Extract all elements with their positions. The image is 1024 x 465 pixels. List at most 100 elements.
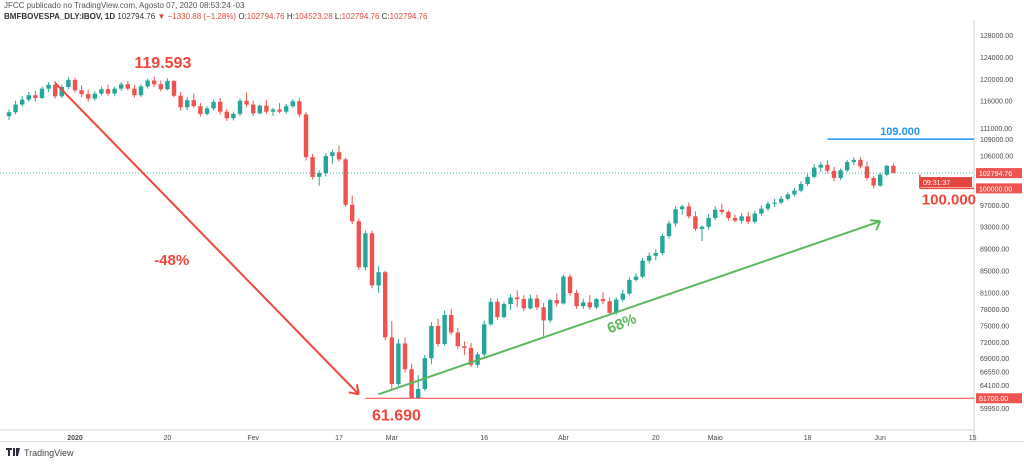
candle-body[interactable] — [666, 223, 672, 237]
candle-body[interactable] — [277, 109, 282, 112]
candle-body[interactable] — [515, 297, 520, 300]
candle-body[interactable] — [198, 106, 203, 114]
candle-body[interactable] — [567, 276, 573, 294]
candle-body[interactable] — [92, 93, 97, 99]
candle-body[interactable] — [627, 279, 632, 294]
candle-body[interactable] — [607, 301, 612, 313]
candle-body[interactable] — [66, 79, 71, 88]
candle-body[interactable] — [726, 211, 731, 218]
candle-body[interactable] — [158, 84, 163, 90]
candle-body[interactable] — [435, 325, 441, 344]
candle-body[interactable] — [719, 209, 724, 212]
candle-body[interactable] — [39, 88, 45, 98]
candle-body[interactable] — [812, 167, 817, 177]
candle-body[interactable] — [614, 299, 619, 313]
tradingview-logo[interactable]: TradingView — [6, 448, 74, 458]
candle-body[interactable] — [732, 217, 738, 221]
candle-body[interactable] — [389, 337, 394, 384]
candle-body[interactable] — [303, 114, 309, 158]
candle-body[interactable] — [204, 108, 210, 114]
candle-body[interactable] — [765, 203, 771, 209]
candle-body[interactable] — [442, 314, 447, 344]
candle-body[interactable] — [858, 159, 863, 167]
candle-body[interactable] — [752, 213, 757, 222]
candle-body[interactable] — [416, 388, 421, 399]
candle-body[interactable] — [363, 233, 368, 268]
candle-body[interactable] — [653, 253, 658, 256]
candle-body[interactable] — [482, 324, 487, 355]
candle-body[interactable] — [376, 272, 381, 286]
candle-body[interactable] — [581, 302, 586, 307]
candle-body[interactable] — [640, 260, 645, 277]
candle-body[interactable] — [105, 89, 111, 94]
candle-body[interactable] — [878, 174, 883, 186]
candle-body[interactable] — [356, 221, 361, 268]
candle-body[interactable] — [178, 95, 183, 108]
candle-body[interactable] — [152, 80, 157, 85]
candle-body[interactable] — [191, 100, 196, 107]
candle-body[interactable] — [396, 343, 401, 384]
candle-body[interactable] — [891, 165, 896, 174]
candle-body[interactable] — [699, 226, 705, 229]
candle-body[interactable] — [851, 159, 856, 163]
candle-body[interactable] — [72, 79, 78, 91]
candle-body[interactable] — [237, 100, 243, 114]
candle-body[interactable] — [290, 101, 295, 107]
candle-body[interactable] — [402, 343, 408, 370]
candle-body[interactable] — [528, 298, 533, 309]
candle-body[interactable] — [383, 272, 388, 338]
candle-body[interactable] — [422, 358, 427, 389]
candle-body[interactable] — [336, 152, 342, 160]
price-chart[interactable]: 59950.00 64100.00 66550.00 69000.00 72000.00… — [0, 0, 1024, 441]
candle-body[interactable] — [468, 347, 474, 365]
candle-body[interactable] — [508, 297, 513, 304]
candle-body[interactable] — [323, 156, 328, 174]
candle-body[interactable] — [13, 104, 18, 113]
candle-body[interactable] — [59, 87, 64, 97]
candle-body[interactable] — [231, 113, 236, 119]
candle-body[interactable] — [125, 84, 130, 89]
candle-body[interactable] — [693, 216, 698, 229]
candle-body[interactable] — [132, 88, 137, 96]
candle-body[interactable] — [86, 94, 91, 99]
candle-body[interactable] — [501, 304, 507, 318]
candle-body[interactable] — [818, 164, 823, 168]
candle-body[interactable] — [251, 104, 256, 114]
candle-body[interactable] — [449, 314, 454, 333]
candle-body[interactable] — [369, 233, 375, 286]
candle-body[interactable] — [218, 101, 223, 112]
candle-body[interactable] — [350, 204, 355, 222]
candle-body[interactable] — [772, 202, 777, 204]
candle-body[interactable] — [257, 105, 262, 114]
candle-body[interactable] — [594, 299, 599, 308]
candle-body[interactable] — [792, 190, 797, 195]
candle-body[interactable] — [495, 301, 500, 318]
candle-body[interactable] — [244, 100, 249, 105]
candle-body[interactable] — [270, 109, 276, 112]
candle-body[interactable] — [26, 95, 31, 100]
candle-body[interactable] — [119, 84, 124, 89]
candle-body[interactable] — [20, 99, 25, 105]
candle-body[interactable] — [548, 300, 553, 321]
candle-body[interactable] — [805, 176, 810, 184]
candle-body[interactable] — [33, 95, 38, 98]
candle-body[interactable] — [647, 255, 652, 261]
candle-body[interactable] — [297, 101, 302, 115]
candle-body[interactable] — [343, 159, 348, 205]
candle-body[interactable] — [317, 173, 322, 177]
candle-body[interactable] — [6, 112, 12, 117]
candle-body[interactable] — [713, 209, 718, 218]
candle-body[interactable] — [534, 298, 540, 308]
candle-body[interactable] — [112, 88, 117, 94]
candle-body[interactable] — [845, 162, 850, 171]
candle-body[interactable] — [46, 84, 51, 89]
candle-body[interactable] — [884, 165, 889, 175]
candle-body[interactable] — [488, 301, 493, 325]
candle-body[interactable] — [429, 325, 434, 359]
candle-body[interactable] — [541, 307, 546, 321]
candle-body[interactable] — [825, 164, 830, 171]
candle-body[interactable] — [330, 152, 335, 157]
candle-body[interactable] — [838, 170, 843, 178]
candle-body[interactable] — [620, 293, 625, 300]
candle-body[interactable] — [831, 170, 837, 178]
